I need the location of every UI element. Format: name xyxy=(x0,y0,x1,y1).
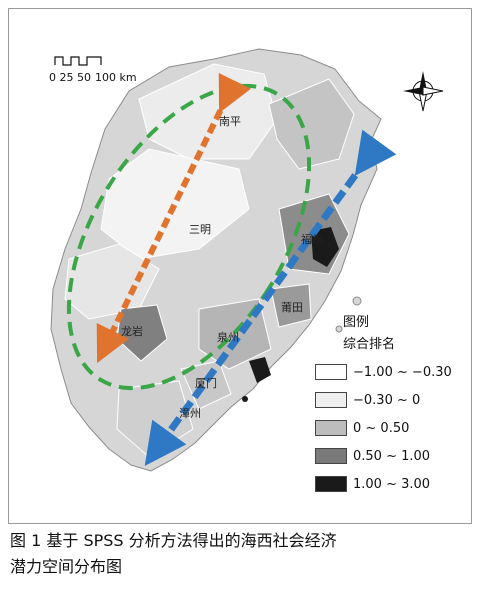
city-label-fuzhou: 福州 xyxy=(301,233,323,246)
scale-end-label: 100 km xyxy=(95,71,137,84)
caption-line-1: 图 1 基于 SPSS 分析方法得出的海西社会经济 xyxy=(10,531,337,550)
city-label-zhangzhou: 漳州 xyxy=(179,407,201,420)
caption-line-2: 潜力空间分布图 xyxy=(10,557,123,576)
legend-swatch xyxy=(315,392,347,408)
map-frame: 0 25 50 100 km 南平 三明 福州 莆田 龙岩 泉州 厦门 漳州 图… xyxy=(8,8,472,524)
legend-range: 0.50 ~ 1.00 xyxy=(353,448,431,464)
city-label-quanzhou: 泉州 xyxy=(217,331,239,344)
islet xyxy=(335,325,343,333)
legend-item: 0 ~ 0.50 xyxy=(315,419,409,437)
legend-swatch xyxy=(315,420,347,436)
scale-bar xyxy=(54,56,102,66)
city-label-sanming: 三明 xyxy=(189,223,211,236)
legend-range: 1.00 ~ 3.00 xyxy=(353,476,431,492)
legend-title: 图例 xyxy=(343,315,370,330)
islet xyxy=(242,396,248,402)
city-label-putian: 莆田 xyxy=(281,301,303,314)
legend-item: 1.00 ~ 3.00 xyxy=(315,475,430,493)
legend-subtitle: 综合排名 xyxy=(343,337,396,352)
legend-range: −0.30 ~ 0 xyxy=(353,392,421,408)
legend-item: −0.30 ~ 0 xyxy=(315,391,420,409)
map-canvas xyxy=(50,48,444,472)
city-label-nanping: 南平 xyxy=(219,115,241,128)
legend-range: −1.00 ~ −0.30 xyxy=(353,364,452,380)
legend-swatch xyxy=(315,448,347,464)
legend-item: −1.00 ~ −0.30 xyxy=(315,363,452,381)
scale-ticks-label: 0 25 50 xyxy=(49,71,91,84)
city-label-longyan: 龙岩 xyxy=(121,325,143,338)
city-label-xiamen: 厦门 xyxy=(195,377,217,390)
legend-swatch xyxy=(315,476,347,492)
figure-caption: 图 1 基于 SPSS 分析方法得出的海西社会经济 潜力空间分布图 xyxy=(10,528,470,580)
legend-range: 0 ~ 0.50 xyxy=(353,420,410,436)
islet xyxy=(352,296,362,306)
legend-item: 0.50 ~ 1.00 xyxy=(315,447,430,465)
legend-swatch xyxy=(315,364,347,380)
north-arrow-icon xyxy=(403,71,444,112)
